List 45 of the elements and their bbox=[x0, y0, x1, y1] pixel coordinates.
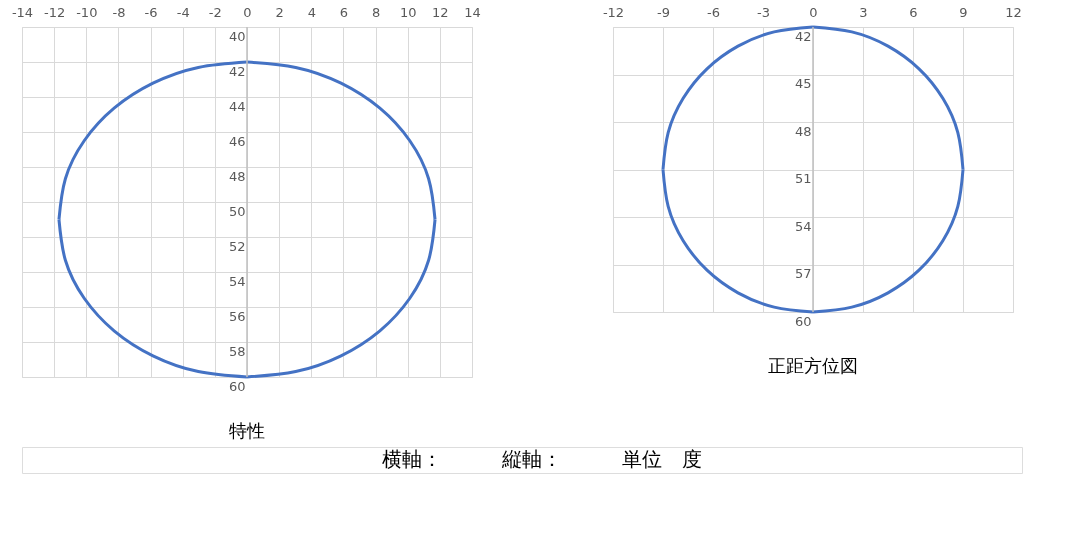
x-tick-label: 14 bbox=[464, 4, 481, 20]
text: 横軸： 縦軸： 単位 度 bbox=[382, 447, 702, 471]
text: 特性 bbox=[229, 420, 265, 441]
x-tick-label: 6 bbox=[339, 4, 349, 20]
y-tick-label: 40 bbox=[228, 28, 246, 44]
y-tick-label: 54 bbox=[228, 273, 246, 289]
y-tick-label: 45 bbox=[794, 76, 812, 91]
x-tick-label: 0 bbox=[809, 4, 818, 20]
y-tick-label: 50 bbox=[228, 203, 246, 219]
x-tick-label: -8 bbox=[112, 4, 126, 20]
y-tick-label: 48 bbox=[228, 168, 246, 184]
y-tick-label: 42 bbox=[794, 28, 812, 44]
y-tick-label: 56 bbox=[228, 308, 246, 324]
text: 正距方位図 bbox=[768, 355, 858, 376]
y-tick-label: 58 bbox=[228, 343, 246, 359]
y-tick-label: 60 bbox=[228, 378, 246, 394]
x-tick-label: 8 bbox=[371, 4, 381, 20]
y-tick-label: 48 bbox=[794, 123, 812, 139]
x-tick-label: -4 bbox=[176, 4, 190, 20]
y-tick-label: 52 bbox=[228, 238, 246, 254]
y-tick-label: 46 bbox=[228, 133, 246, 149]
x-tick-label: 10 bbox=[399, 4, 417, 20]
x-tick-label: 9 bbox=[959, 4, 968, 20]
x-tick-label: -12 bbox=[44, 4, 66, 20]
y-tick-label: 57 bbox=[794, 266, 812, 281]
y-tick-label: 51 bbox=[794, 171, 812, 186]
x-tick-label: 4 bbox=[307, 4, 316, 20]
x-tick-label: 3 bbox=[859, 4, 868, 20]
x-tick-label: 12 bbox=[1005, 4, 1022, 20]
y-tick-label: 42 bbox=[228, 63, 246, 79]
x-tick-label: -6 bbox=[707, 4, 720, 20]
x-tick-label: -12 bbox=[602, 4, 625, 20]
x-tick-label: -6 bbox=[144, 4, 158, 20]
x-tick-label: 12 bbox=[432, 4, 449, 20]
x-tick-label: 2 bbox=[275, 4, 284, 20]
x-tick-label: -9 bbox=[657, 4, 670, 20]
x-tick-label: -2 bbox=[208, 4, 222, 20]
y-tick-label: 44 bbox=[228, 98, 246, 114]
x-tick-label: 0 bbox=[243, 4, 252, 20]
x-tick-label: 6 bbox=[909, 4, 918, 20]
y-tick-label: 60 bbox=[794, 313, 812, 329]
x-tick-label: -3 bbox=[757, 4, 770, 20]
x-tick-label: -14 bbox=[11, 4, 34, 20]
x-tick-label: -10 bbox=[76, 4, 98, 20]
y-tick-label: 54 bbox=[794, 218, 812, 234]
